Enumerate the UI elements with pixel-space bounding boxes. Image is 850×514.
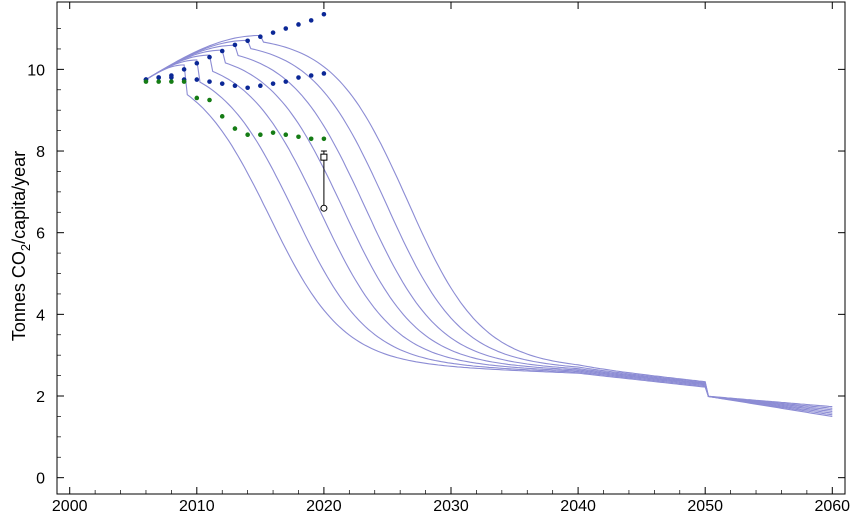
data-point bbox=[283, 79, 289, 84]
x-tick-label: 2040 bbox=[560, 498, 596, 514]
pathway-curve bbox=[145, 49, 833, 413]
data-point bbox=[308, 73, 314, 78]
y-tick-label: 8 bbox=[36, 144, 45, 161]
x-tick-label: 2060 bbox=[814, 498, 850, 514]
data-point bbox=[283, 132, 289, 137]
x-tick-label: 2050 bbox=[687, 498, 723, 514]
data-point bbox=[207, 97, 212, 103]
x-tick-label: 2010 bbox=[179, 498, 215, 514]
data-point bbox=[308, 136, 314, 142]
data-point bbox=[207, 79, 212, 84]
pathway-curve bbox=[145, 34, 833, 408]
x-tick-label: 2020 bbox=[306, 498, 342, 514]
data-point bbox=[258, 34, 263, 40]
data-point bbox=[258, 132, 263, 137]
y-tick-label: 0 bbox=[36, 471, 45, 488]
marker-circle bbox=[320, 204, 328, 212]
y-axis-title: Tonnes CO2/capita/year bbox=[9, 151, 33, 341]
y-tick-label: 4 bbox=[36, 307, 45, 324]
pathway-curve bbox=[145, 54, 833, 414]
data-point bbox=[143, 79, 149, 84]
plot-border bbox=[56, 1, 846, 495]
data-point bbox=[219, 114, 225, 119]
data-point bbox=[270, 81, 276, 86]
data-point bbox=[169, 75, 174, 80]
data-point bbox=[219, 48, 225, 54]
data-point bbox=[245, 85, 250, 91]
x-tick-label: 2030 bbox=[433, 498, 469, 514]
data-point bbox=[270, 130, 276, 135]
data-dots bbox=[143, 11, 327, 142]
y-tick-label: 6 bbox=[36, 226, 45, 243]
data-point bbox=[283, 26, 289, 31]
data-point bbox=[194, 60, 200, 66]
marker-square bbox=[320, 153, 328, 161]
data-point bbox=[245, 132, 250, 137]
data-point bbox=[321, 11, 327, 17]
data-point bbox=[156, 75, 161, 80]
data-point bbox=[207, 54, 212, 60]
data-point bbox=[296, 134, 301, 140]
data-point bbox=[232, 83, 238, 89]
plot-frame bbox=[56, 1, 846, 495]
data-point bbox=[156, 79, 161, 84]
data-point bbox=[258, 83, 263, 89]
data-point bbox=[194, 77, 200, 82]
range-marker bbox=[320, 150, 328, 212]
data-point bbox=[181, 79, 187, 84]
data-point bbox=[232, 42, 238, 48]
pathway-curves bbox=[145, 34, 833, 417]
axis-ticks: 2000 2010 2020 2030 2040 2050 2060 0 2 4 6 8 10 bbox=[27, 2, 850, 514]
data-point bbox=[321, 136, 327, 142]
pathway-curve bbox=[145, 64, 833, 417]
data-point bbox=[296, 75, 301, 80]
pathway-curve bbox=[145, 44, 833, 411]
y-tick-label: 10 bbox=[27, 62, 45, 79]
y-tick-label: 2 bbox=[36, 389, 45, 406]
data-point bbox=[245, 38, 250, 44]
data-point bbox=[169, 79, 174, 84]
data-point bbox=[270, 30, 276, 35]
x-tick-label: 2000 bbox=[52, 498, 88, 514]
data-point bbox=[321, 71, 327, 76]
data-point bbox=[308, 18, 314, 23]
data-point bbox=[194, 95, 200, 101]
data-point bbox=[219, 81, 225, 86]
data-point bbox=[232, 126, 238, 131]
data-point bbox=[296, 22, 301, 27]
data-point bbox=[181, 67, 187, 72]
